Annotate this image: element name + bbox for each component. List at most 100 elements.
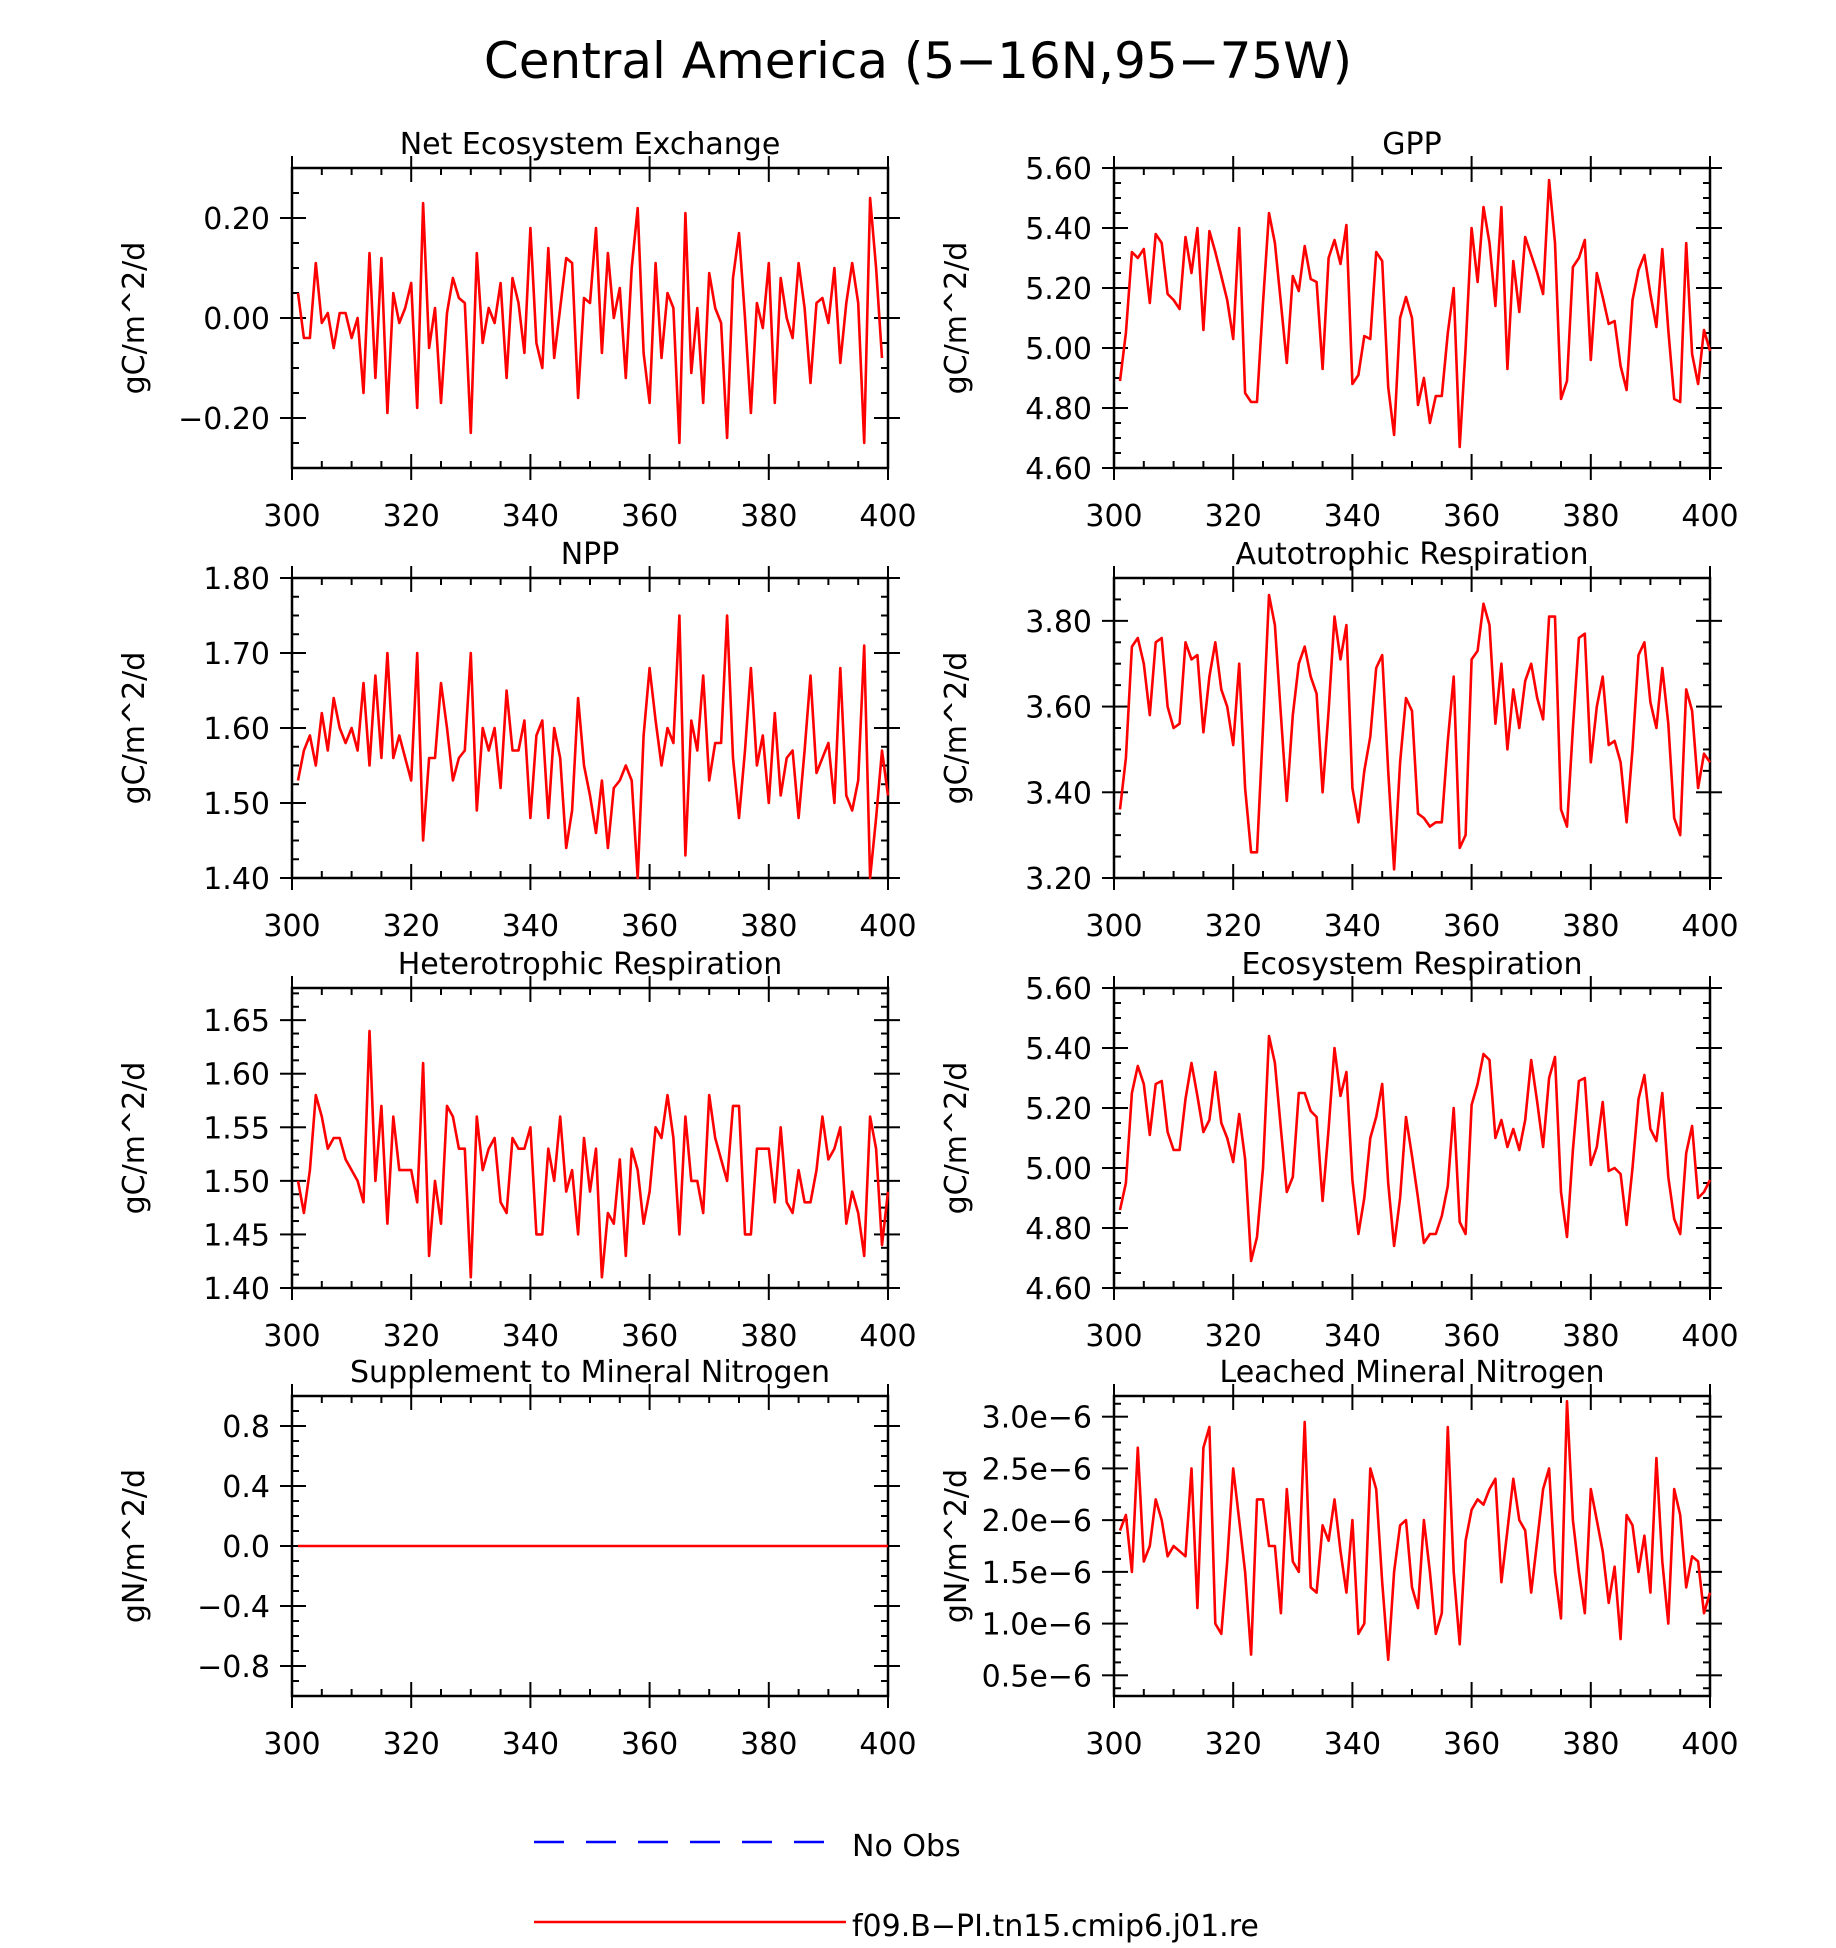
x-tick-label: 400 xyxy=(1681,499,1738,534)
chart-panel: 300 320 340 360 380 400 −0.20 0.00 0.20 Net Ecosy… xyxy=(117,127,917,534)
x-tick-label: 340 xyxy=(502,1727,559,1762)
x-tick-label: 380 xyxy=(740,909,797,944)
chart-panel: 300 320 340 360 380 400 4.60 4.80 5.00 5.20 5.40 5.… xyxy=(939,127,1739,534)
panel-title: Autotrophic Respiration xyxy=(1235,537,1588,572)
x-tick-label: 400 xyxy=(1681,1727,1738,1762)
y-tick-label: 1.70 xyxy=(203,637,270,672)
x-tick-label: 380 xyxy=(740,1319,797,1354)
y-tick-label: 3.60 xyxy=(1025,691,1092,726)
x-tick-label: 300 xyxy=(1085,499,1142,534)
y-tick-label: 5.60 xyxy=(1025,152,1092,187)
y-tick-label: 5.20 xyxy=(1025,1092,1092,1127)
x-tick-label: 400 xyxy=(1681,1319,1738,1354)
y-tick-label: −0.4 xyxy=(197,1590,270,1625)
x-tick-label: 340 xyxy=(1324,499,1381,534)
x-tick-label: 300 xyxy=(263,1727,320,1762)
y-tick-label: 1.40 xyxy=(203,1272,270,1307)
y-axis-label: gC/m^2/d xyxy=(117,652,152,805)
y-tick-label: 4.60 xyxy=(1025,452,1092,487)
x-tick-label: 340 xyxy=(502,499,559,534)
y-tick-label: 0.5e−6 xyxy=(982,1659,1092,1694)
x-tick-label: 380 xyxy=(1562,499,1619,534)
x-tick-label: 360 xyxy=(1443,1319,1500,1354)
series-line xyxy=(1118,593,1712,871)
chart-panel: 300 320 340 360 380 400 0.5e−6 1.0e−6 1.5e−6 2.0e… xyxy=(939,1355,1739,1762)
y-tick-label: 2.0e−6 xyxy=(982,1504,1092,1539)
y-tick-label: 3.20 xyxy=(1025,862,1092,897)
plot-frame xyxy=(290,986,890,1290)
y-tick-label: 0.0 xyxy=(222,1530,270,1565)
x-tick-label: 320 xyxy=(383,909,440,944)
x-tick-label: 380 xyxy=(1562,1319,1619,1354)
x-tick-label: 320 xyxy=(383,1319,440,1354)
x-tick-label: 380 xyxy=(1562,909,1619,944)
legend-label: f09.B−PI.tn15.cmip6.j01.re xyxy=(852,1909,1259,1944)
panel-title: NPP xyxy=(561,537,620,572)
x-tick-label: 340 xyxy=(502,909,559,944)
legend-label: No Obs xyxy=(852,1829,961,1864)
chart-panel: 300 320 340 360 380 400 −0.8 −0.4 0.0 0.4 0.8 Suppl… xyxy=(117,1355,917,1762)
chart-panel: 300 320 340 360 380 400 3.20 3.40 3.60 3.80 Autotr… xyxy=(939,537,1739,944)
series-line xyxy=(1118,1399,1712,1662)
panel-title: Heterotrophic Respiration xyxy=(398,947,783,982)
x-tick-label: 300 xyxy=(263,1319,320,1354)
figure-title: Central America (5−16N,95−75W) xyxy=(484,32,1352,90)
y-tick-label: 1.45 xyxy=(203,1218,270,1253)
y-tick-label: 1.5e−6 xyxy=(982,1556,1092,1591)
x-tick-label: 340 xyxy=(1324,909,1381,944)
chart-panels: 300 320 340 360 380 400 −0.20 0.00 0.20 Net Ecosy… xyxy=(117,127,1739,1762)
y-tick-label: 1.80 xyxy=(203,562,270,597)
y-tick-label: 4.80 xyxy=(1025,392,1092,427)
y-tick-label: 5.60 xyxy=(1025,972,1092,1007)
x-tick-label: 380 xyxy=(1562,1727,1619,1762)
y-tick-label: 5.40 xyxy=(1025,212,1092,247)
x-tick-label: 340 xyxy=(1324,1727,1381,1762)
x-tick-label: 380 xyxy=(740,1727,797,1762)
y-axis-label: gC/m^2/d xyxy=(939,652,974,805)
y-tick-label: 1.55 xyxy=(203,1111,270,1146)
y-tick-label: 1.0e−6 xyxy=(982,1608,1092,1643)
plot-frame xyxy=(1112,986,1712,1290)
panel-title: Supplement to Mineral Nitrogen xyxy=(350,1355,830,1390)
y-tick-label: 3.80 xyxy=(1025,605,1092,640)
y-tick-label: 5.00 xyxy=(1025,1152,1092,1187)
y-tick-label: 0.00 xyxy=(203,302,270,337)
y-axis-label: gN/m^2/d xyxy=(939,1469,974,1623)
x-tick-label: 320 xyxy=(1205,499,1262,534)
y-tick-label: 5.20 xyxy=(1025,272,1092,307)
y-axis-label: gC/m^2/d xyxy=(117,242,152,395)
x-tick-label: 380 xyxy=(740,499,797,534)
y-axis-label: gC/m^2/d xyxy=(939,242,974,395)
y-tick-label: 1.65 xyxy=(203,1004,270,1039)
y-tick-label: 3.0e−6 xyxy=(982,1401,1092,1436)
x-tick-label: 400 xyxy=(859,499,916,534)
x-tick-label: 320 xyxy=(383,499,440,534)
y-tick-label: 5.00 xyxy=(1025,332,1092,367)
y-tick-label: 2.5e−6 xyxy=(982,1452,1092,1487)
x-tick-label: 320 xyxy=(1205,909,1262,944)
x-tick-label: 400 xyxy=(859,1727,916,1762)
y-tick-label: 1.60 xyxy=(203,1058,270,1093)
y-axis-label: gN/m^2/d xyxy=(117,1469,152,1623)
series-line xyxy=(296,614,890,880)
plot-frame xyxy=(290,166,890,470)
x-tick-label: 360 xyxy=(621,1727,678,1762)
y-tick-label: 1.50 xyxy=(203,787,270,822)
x-tick-label: 360 xyxy=(621,499,678,534)
y-tick-label: 1.60 xyxy=(203,712,270,747)
y-tick-label: 4.60 xyxy=(1025,1272,1092,1307)
x-tick-label: 300 xyxy=(1085,1727,1142,1762)
panel-title: Leached Mineral Nitrogen xyxy=(1220,1355,1605,1390)
chart-panel: 300 320 340 360 380 400 4.60 4.80 5.00 5.20 5.40 5.… xyxy=(939,947,1739,1354)
chart-panel: 300 320 340 360 380 400 1.40 1.50 1.60 1.70 1.80 NP… xyxy=(117,537,917,944)
y-tick-label: −0.20 xyxy=(178,402,270,437)
panel-title: GPP xyxy=(1382,127,1441,162)
plot-frame xyxy=(290,576,890,880)
y-tick-label: 0.4 xyxy=(222,1470,270,1505)
x-tick-label: 360 xyxy=(621,909,678,944)
x-tick-label: 300 xyxy=(1085,909,1142,944)
plot-frame xyxy=(1112,1394,1712,1698)
y-tick-label: 5.40 xyxy=(1025,1032,1092,1067)
x-tick-label: 300 xyxy=(1085,1319,1142,1354)
x-tick-label: 340 xyxy=(502,1319,559,1354)
